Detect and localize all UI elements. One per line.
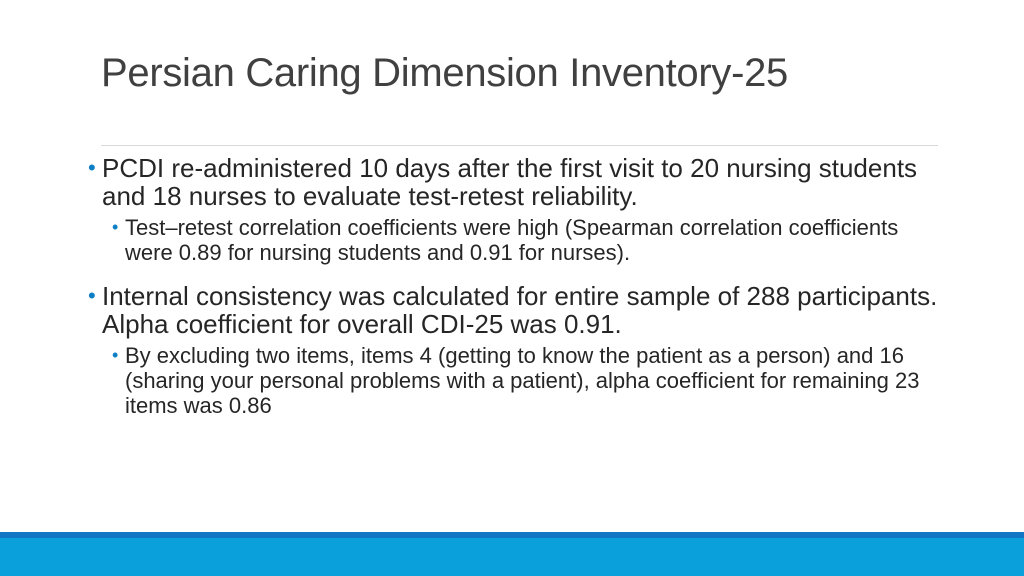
bullet-icon: • [88,283,96,308]
bullet-text: By excluding two items, items 4 (getting… [125,343,920,418]
bullet-text: Test–retest correlation coefficients wer… [125,215,899,265]
slide-body: • PCDI re-administered 10 days after the… [88,154,948,418]
bullet-item: • PCDI re-administered 10 days after the… [88,154,948,210]
footer-bar-dark [0,532,1024,538]
bullet-text: PCDI re-administered 10 days after the f… [102,153,918,211]
footer-bar-light [0,538,1024,576]
bullet-icon: • [112,217,119,237]
sub-bullet-item: • By excluding two items, items 4 (getti… [112,343,948,418]
sub-bullet-item: • Test–retest correlation coefficients w… [112,215,948,265]
bullet-text: Internal consistency was calculated for … [102,281,938,339]
bullet-item: • Internal consistency was calculated fo… [88,282,948,338]
bullet-icon: • [88,155,96,180]
bullet-icon: • [112,345,119,365]
slide-title: Persian Caring Dimension Inventory-25 [101,51,789,95]
title-divider [101,145,938,146]
